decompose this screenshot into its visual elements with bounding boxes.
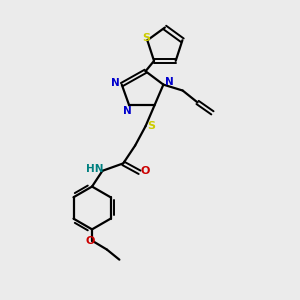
Text: N: N [123, 106, 132, 116]
Text: N: N [111, 78, 120, 88]
Text: HN: HN [86, 164, 104, 174]
Text: O: O [86, 236, 95, 246]
Text: N: N [165, 76, 174, 87]
Text: S: S [142, 33, 150, 43]
Text: O: O [140, 166, 150, 176]
Text: S: S [147, 121, 155, 131]
